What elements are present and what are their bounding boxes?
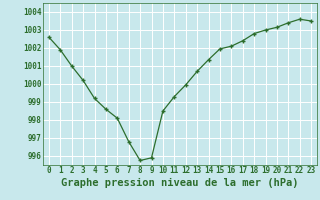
X-axis label: Graphe pression niveau de la mer (hPa): Graphe pression niveau de la mer (hPa): [61, 178, 299, 188]
